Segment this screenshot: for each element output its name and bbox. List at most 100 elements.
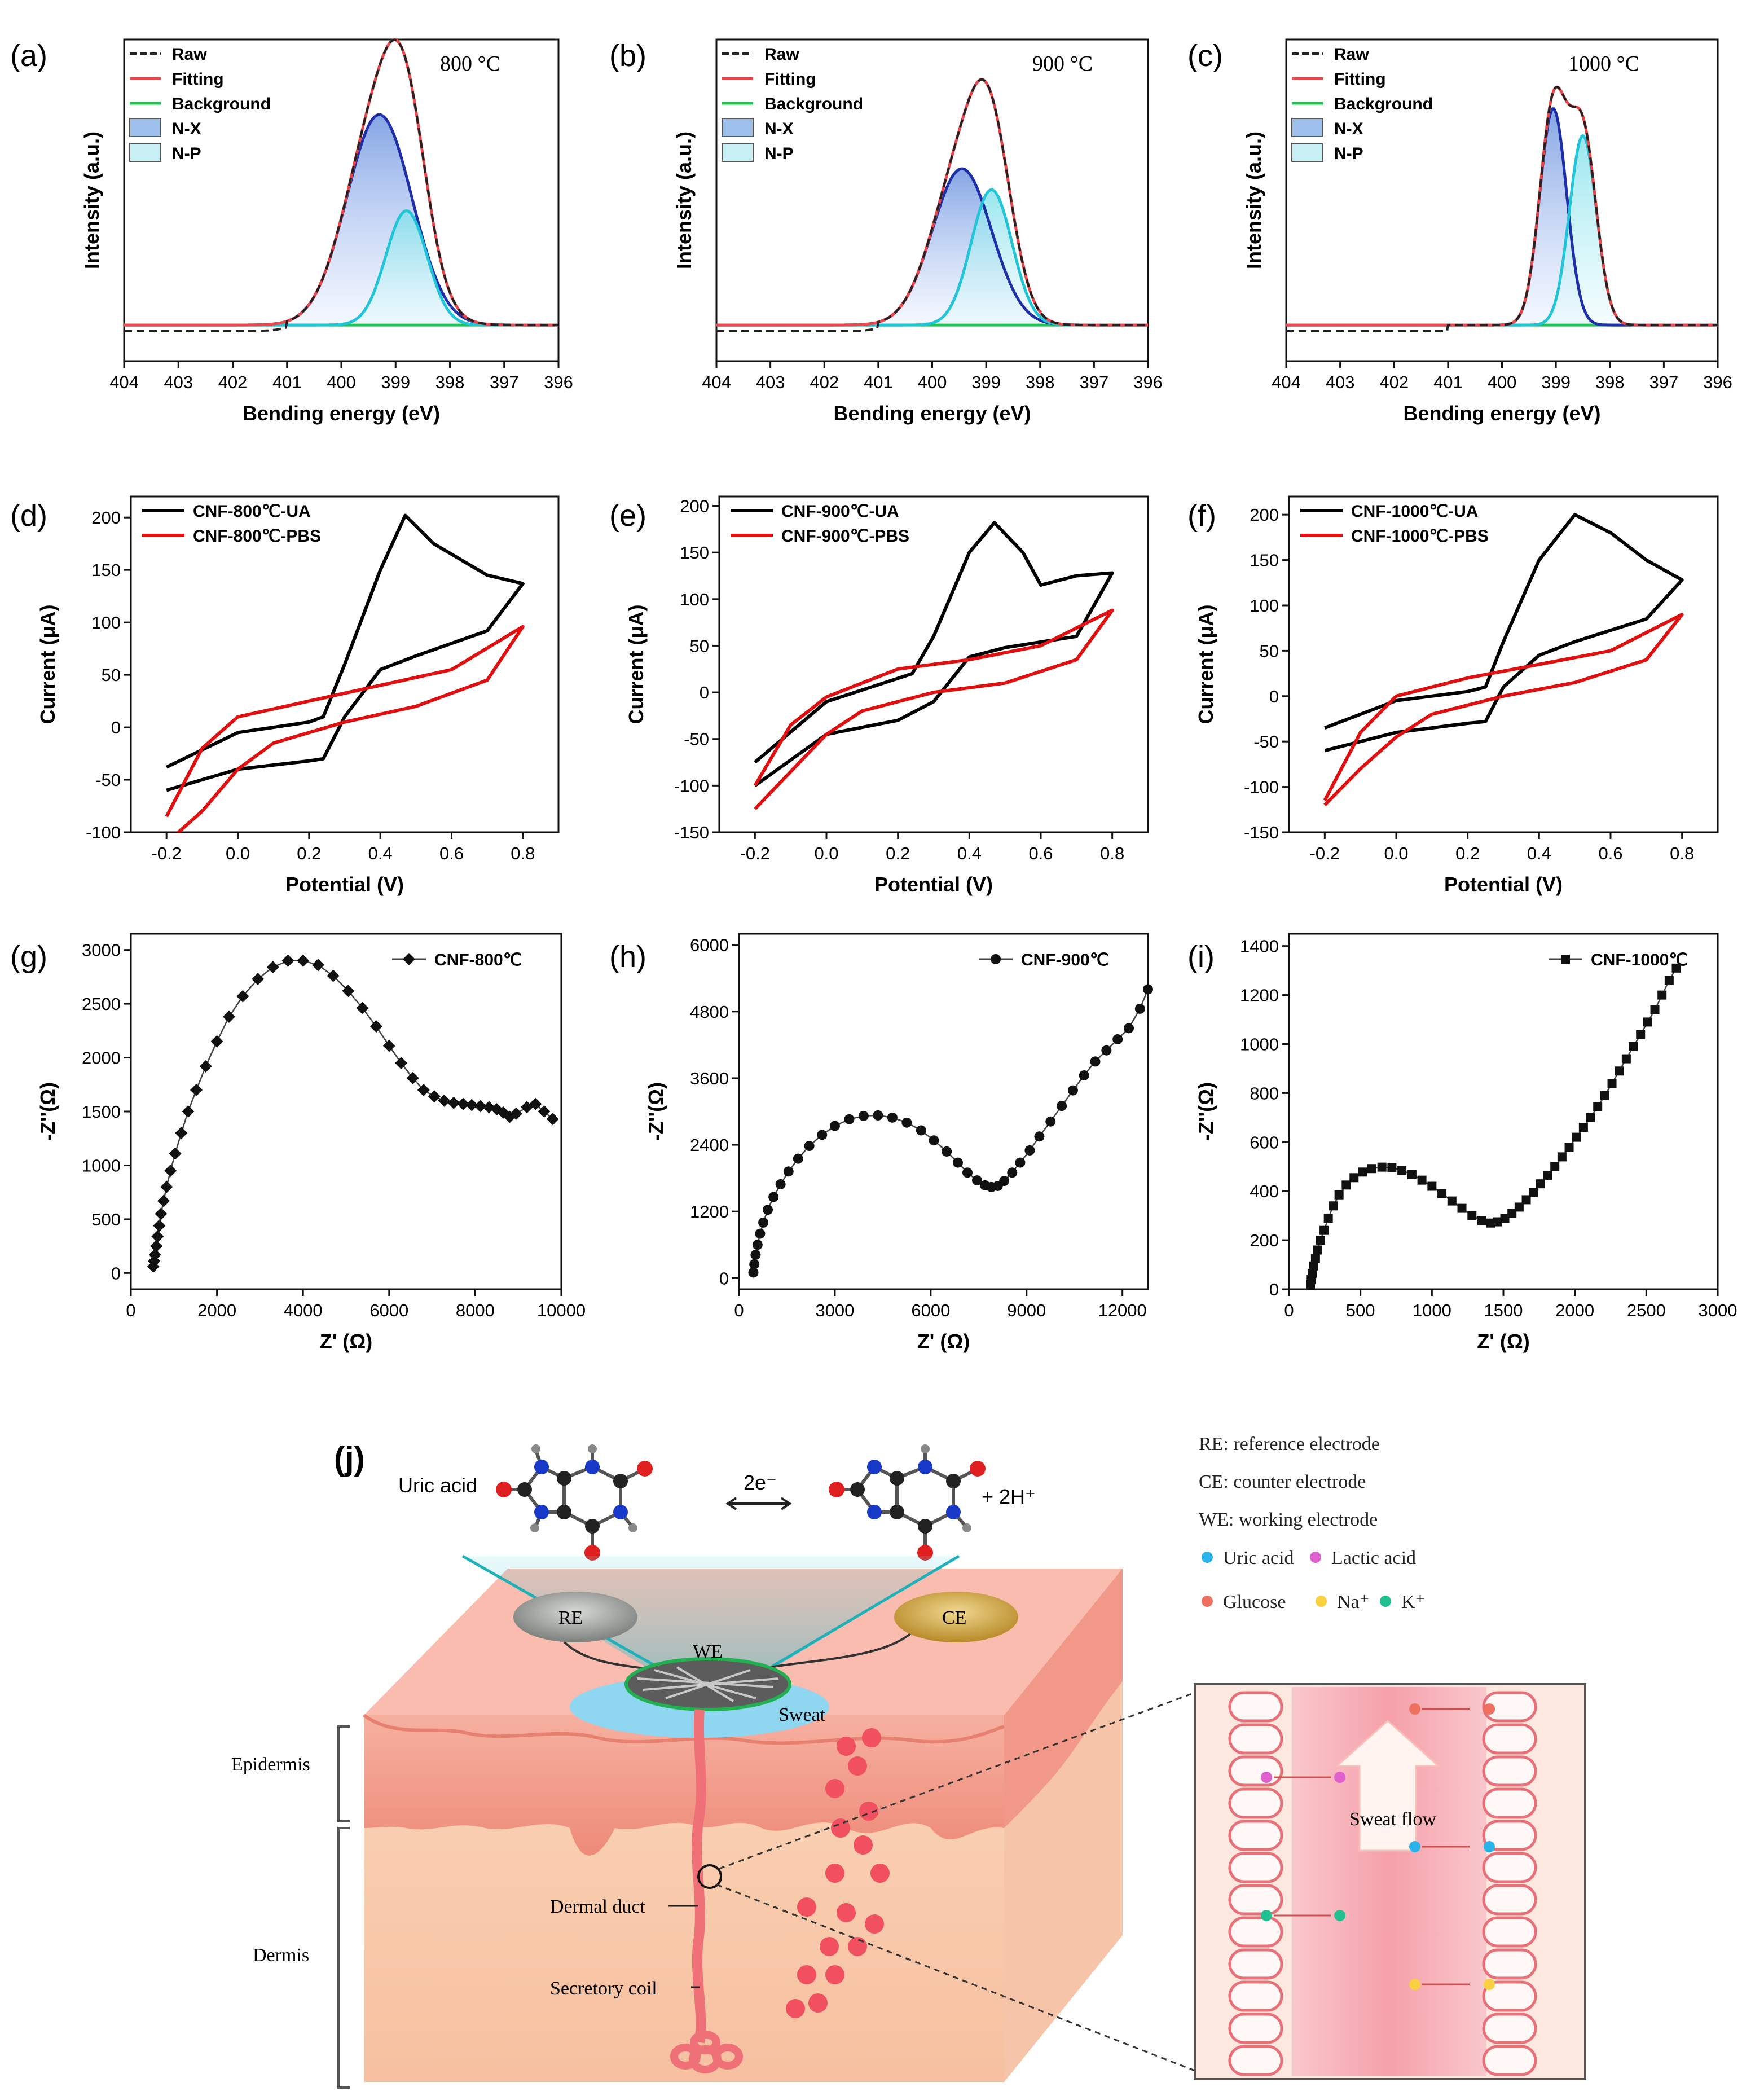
legend-label: Background bbox=[172, 95, 271, 113]
x-tick-label: 0 bbox=[1284, 1301, 1294, 1320]
data-point bbox=[1045, 1116, 1056, 1127]
sweat-sensor-schematic: (j) Uric acid 2e⁻ bbox=[231, 1434, 1586, 2089]
data-point bbox=[403, 953, 415, 965]
n-p-fill bbox=[1286, 135, 1718, 326]
y-axis-label: -Z''(Ω) bbox=[36, 1082, 59, 1141]
atom-c bbox=[918, 1519, 932, 1534]
y-tick-label: -50 bbox=[95, 770, 121, 790]
x-tick-label: 2500 bbox=[1627, 1301, 1666, 1320]
data-point bbox=[1112, 1034, 1123, 1045]
x-tick-label: 399 bbox=[1541, 372, 1571, 392]
x-tick-label: 400 bbox=[1488, 372, 1517, 392]
legend-k: K⁺ bbox=[1401, 1592, 1426, 1613]
legend-label: N-X bbox=[764, 120, 794, 138]
secretory-coil bbox=[670, 2031, 743, 2073]
x-tick-label: 0.2 bbox=[1455, 843, 1480, 863]
atom-n bbox=[613, 1505, 628, 1519]
wall-cell bbox=[1482, 1723, 1537, 1755]
data-point bbox=[281, 954, 294, 967]
data-point bbox=[1079, 1070, 1089, 1081]
wall-cell bbox=[1228, 2045, 1283, 2076]
legend-swatch bbox=[722, 118, 754, 137]
data-point bbox=[873, 1110, 883, 1121]
data-point bbox=[1319, 1225, 1329, 1235]
data-point bbox=[1650, 1005, 1660, 1014]
legend-label: CNF-1000℃-UA bbox=[1351, 502, 1478, 521]
data-point bbox=[1349, 1173, 1359, 1183]
data-point bbox=[311, 959, 324, 972]
raw-line bbox=[124, 38, 558, 332]
data-point bbox=[1417, 1175, 1427, 1185]
y-axis-label: -Z''(Ω) bbox=[644, 1082, 667, 1141]
y-tick-label: 2000 bbox=[82, 1048, 121, 1068]
data-point bbox=[406, 1071, 419, 1084]
x-tick-label: 398 bbox=[1595, 372, 1625, 392]
data-point bbox=[1329, 1201, 1338, 1211]
data-point bbox=[190, 1083, 203, 1096]
wall-cell bbox=[1482, 1820, 1537, 1851]
data-point bbox=[1671, 963, 1681, 973]
reference-electrode bbox=[513, 1592, 637, 1642]
data-point bbox=[929, 1135, 939, 1146]
x-tick-label: 404 bbox=[702, 372, 731, 392]
x-tick-label: 398 bbox=[435, 372, 465, 392]
uric-acid-molecule bbox=[505, 1449, 644, 1552]
data-point bbox=[1387, 1163, 1397, 1172]
y-tick-label: 400 bbox=[1250, 1181, 1279, 1201]
legend-label: Fitting bbox=[1334, 70, 1386, 89]
data-point bbox=[1467, 1211, 1477, 1220]
x-tick-label: 401 bbox=[864, 372, 893, 392]
ua-cv-curve bbox=[165, 513, 525, 792]
data-point bbox=[1309, 1261, 1318, 1271]
legend-uric: Uric acid bbox=[1223, 1548, 1294, 1569]
data-point bbox=[999, 1176, 1010, 1187]
chart-e: (e) -0.2 0.0 0.2 0.4 0.6 0.8 -150 -100 -50 0 50 100 1… bbox=[609, 495, 1149, 896]
legend-label: Raw bbox=[172, 45, 207, 64]
n-p-peak bbox=[1286, 134, 1718, 327]
dermis-bracket bbox=[337, 1827, 350, 2089]
pbs-cv-curve bbox=[753, 608, 1114, 810]
x-tick-label: 6000 bbox=[369, 1301, 408, 1320]
x-tick-label: 0.8 bbox=[1100, 843, 1124, 863]
y-tick-label: 2500 bbox=[82, 994, 121, 1014]
data-point bbox=[901, 1117, 912, 1128]
data-point bbox=[750, 1249, 761, 1260]
data-point bbox=[1457, 1203, 1467, 1213]
y-tick-label: 200 bbox=[91, 508, 121, 528]
y-tick-label: 2400 bbox=[690, 1135, 729, 1155]
atom-c bbox=[557, 1471, 571, 1486]
legend-label: N-P bbox=[764, 144, 794, 163]
data-point bbox=[297, 954, 310, 967]
data-point bbox=[1313, 1245, 1322, 1255]
x-axis-label: Z' (Ω) bbox=[320, 1330, 372, 1353]
x-tick-label: 402 bbox=[1379, 372, 1409, 392]
data-point bbox=[369, 1020, 382, 1033]
x-tick-label: 396 bbox=[1703, 372, 1732, 392]
data-point bbox=[1507, 1209, 1517, 1218]
y-tick-label: 0 bbox=[1269, 1280, 1279, 1299]
y-tick-label: 150 bbox=[680, 543, 709, 563]
atom-h bbox=[588, 1444, 597, 1453]
wall-cell bbox=[1482, 1852, 1537, 1883]
y-axis-label: Current (μA) bbox=[36, 604, 59, 724]
x-tick-label: 401 bbox=[272, 372, 302, 392]
x-tick-label: 500 bbox=[1346, 1301, 1375, 1320]
y-tick-label: 500 bbox=[91, 1210, 121, 1229]
x-axis-label: Bending energy (eV) bbox=[243, 402, 440, 425]
panel-label-d: (d) bbox=[10, 499, 47, 533]
data-point bbox=[447, 1096, 460, 1109]
data-point bbox=[1323, 1214, 1333, 1223]
data-point bbox=[266, 961, 279, 974]
data-point bbox=[1067, 1085, 1078, 1096]
atom-h bbox=[628, 1523, 637, 1532]
legend-label: CNF-900℃ bbox=[1021, 951, 1108, 969]
panel-label-g: (g) bbox=[10, 940, 47, 974]
data-point bbox=[1493, 1217, 1502, 1227]
atom-o bbox=[970, 1461, 986, 1477]
atom-c bbox=[613, 1474, 628, 1488]
x-tick-label: 4000 bbox=[284, 1301, 323, 1320]
x-tick-label: 12000 bbox=[1098, 1301, 1147, 1320]
atom-c bbox=[890, 1471, 904, 1486]
x-tick-label: 0.6 bbox=[439, 843, 464, 863]
